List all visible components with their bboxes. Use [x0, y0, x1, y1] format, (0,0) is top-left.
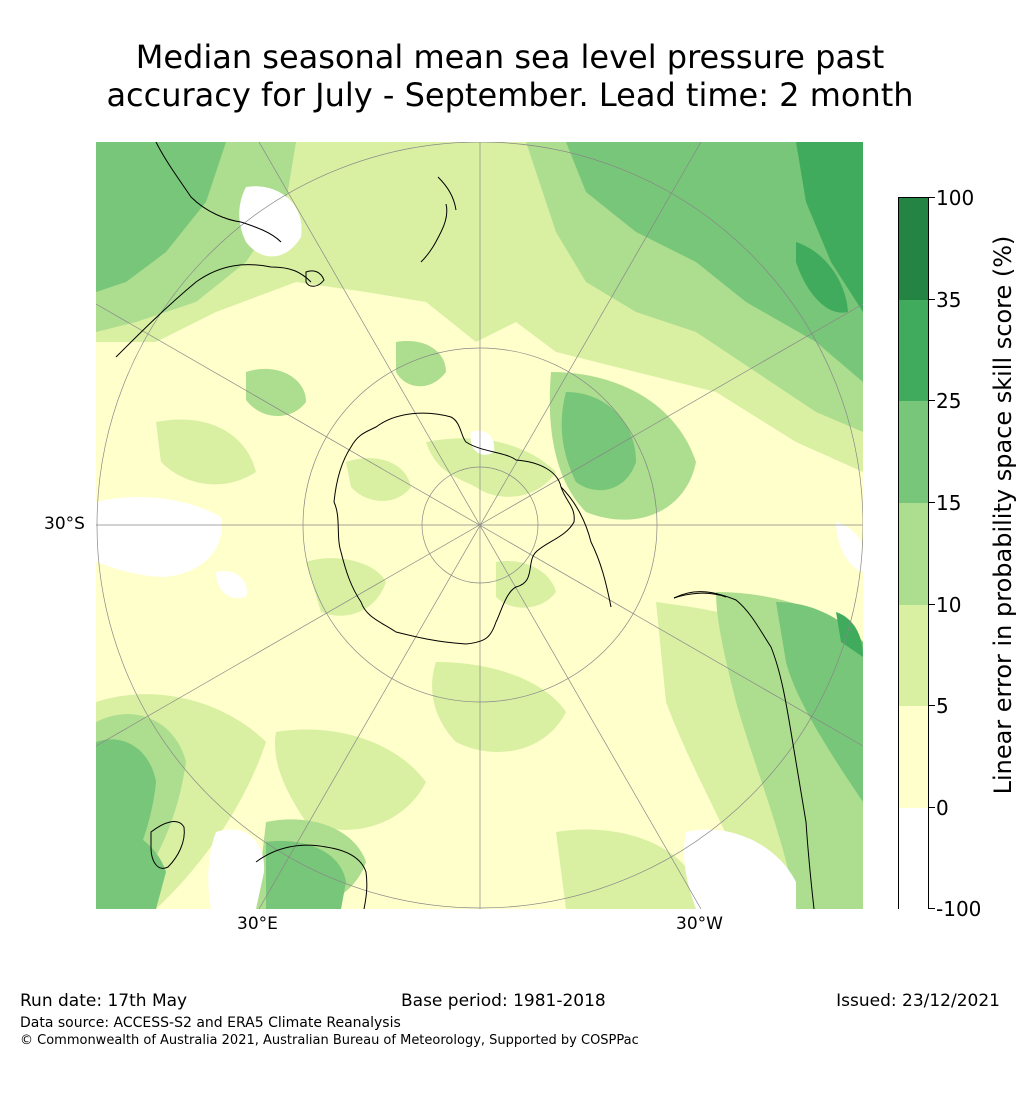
colorbar-bin-15-25 — [899, 401, 928, 503]
skill-25-35-regions — [796, 142, 863, 657]
colorbar-label-15: 15 — [936, 491, 962, 515]
australia-coast — [115, 264, 312, 358]
issued-date: Issued: 23/12/2021 — [836, 991, 1000, 1011]
colorbar-label-5: 5 — [936, 694, 949, 718]
colorbar-label-0: 0 — [936, 796, 949, 820]
new-zealand-south-coast — [420, 203, 448, 263]
colorbar-tick — [929, 197, 935, 198]
australia-west-coast — [155, 142, 282, 243]
graticule — [96, 142, 863, 909]
colorbar-bin-10-15 — [899, 503, 928, 605]
colorbar-label-35: 35 — [936, 288, 962, 312]
colorbar-label-100: 100 — [936, 186, 975, 210]
chart-title: Median seasonal mean sea level pressure … — [0, 38, 1020, 114]
polar-map — [96, 142, 863, 909]
data-source: Data source: ACCESS-S2 and ERA5 Climate … — [20, 1015, 401, 1031]
skill-below-0-regions — [96, 186, 863, 909]
colorbar-bin-25-35 — [899, 300, 928, 401]
colorbar-bin-below-0 — [899, 808, 928, 910]
title-line-2: accuracy for July - September. Lead time… — [106, 76, 914, 114]
colorbar-label-10: 10 — [936, 593, 962, 617]
south-georgia-coast — [673, 592, 727, 599]
colorbar-bin-35-100 — [899, 198, 928, 300]
colorbar-label-minus-100: -100 — [936, 897, 982, 921]
colorbar-title: Linear error in probability space skill … — [989, 235, 1017, 795]
run-date: Run date: 17th May — [20, 991, 188, 1011]
lon-label-30w: 30°W — [676, 914, 723, 934]
lat-label-30s: 30°S — [44, 514, 85, 534]
title-line-1: Median seasonal mean sea level pressure … — [135, 38, 885, 76]
colorbar-tick — [929, 400, 935, 401]
antarctic-peninsula-coast — [560, 486, 612, 608]
madagascar-coast — [150, 821, 185, 869]
colorbar-tick — [929, 705, 935, 706]
africa-coast — [255, 844, 368, 909]
tasmania-coast — [305, 270, 325, 287]
colorbar — [898, 197, 929, 910]
colorbar-tick — [929, 807, 935, 808]
colorbar-bin-0-5 — [899, 706, 928, 808]
coastlines — [115, 142, 815, 909]
lon-label-30e: 30°E — [237, 914, 278, 934]
new-zealand-north-coast — [437, 176, 457, 211]
colorbar-tick — [929, 502, 935, 503]
south-america-coast — [673, 591, 815, 909]
map-svg — [96, 142, 863, 909]
colorbar-tick — [929, 299, 935, 300]
colorbar-tick — [929, 604, 935, 605]
antarctica-coast — [333, 412, 575, 645]
graticule-meridian — [96, 303, 863, 747]
base-period: Base period: 1981-2018 — [401, 991, 606, 1011]
colorbar-label-25: 25 — [936, 389, 962, 413]
colorbar-bin-5-10 — [899, 605, 928, 706]
copyright: © Commonwealth of Australia 2021, Austra… — [20, 1033, 639, 1048]
colorbar-tick — [929, 908, 935, 909]
